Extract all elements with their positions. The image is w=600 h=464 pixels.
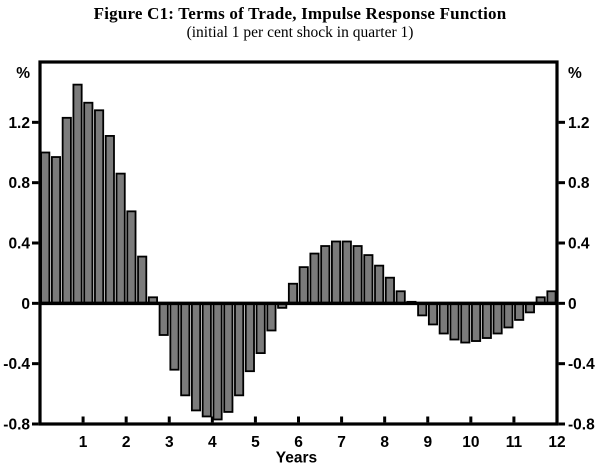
x-tick-label: 10 (462, 434, 479, 451)
bar-quarter-8 (115, 172, 126, 305)
bar-quarter-31 (363, 254, 374, 305)
bar-quarter-13 (169, 302, 180, 371)
bar-quarter-20 (244, 302, 255, 373)
x-tick-label: 1 (79, 434, 88, 451)
percent-label-right: % (568, 65, 582, 82)
bar-quarter-24 (287, 282, 298, 305)
bar-quarter-37 (427, 302, 439, 326)
percent-label-left: % (16, 65, 30, 82)
bar-quarter-19 (234, 302, 245, 397)
bar-quarter-22 (266, 302, 277, 332)
x-tick-label: 7 (337, 434, 346, 451)
bar-quarter-1 (40, 151, 51, 305)
bar-quarter-5 (83, 101, 94, 305)
figure-subtitle: (initial 1 per cent shock in quarter 1) (186, 24, 414, 41)
bar-quarter-26 (309, 252, 320, 305)
bar-quarter-43 (492, 302, 503, 335)
y-tick-label-right: 0 (568, 296, 577, 313)
x-tick-label: 11 (506, 434, 523, 451)
bar-quarter-42 (481, 302, 492, 339)
plot-frame (38, 60, 559, 426)
x-tick-label: 9 (423, 434, 432, 451)
bar-quarter-18 (223, 302, 234, 413)
bar-quarter-15 (190, 302, 202, 412)
bar-quarter-33 (384, 276, 395, 305)
y-tick-label-right: 1.2 (568, 115, 590, 132)
x-tick-label: 6 (294, 434, 303, 451)
bar-quarter-36 (417, 302, 428, 317)
y-tick-label-right: -0.8 (568, 417, 595, 434)
bar-quarter-40 (460, 302, 471, 344)
y-tick-label-left: -0.4 (3, 356, 30, 373)
bar-quarter-28 (331, 240, 342, 305)
bar-quarter-30 (352, 245, 363, 305)
bar-quarter-21 (255, 302, 266, 354)
bar-quarter-4 (72, 83, 83, 305)
x-tick-label: 3 (165, 434, 174, 451)
y-axis-right: 1.2 0.8 0.4 0 -0.4 -0.8 (558, 115, 595, 434)
y-tick-label-left: -0.8 (3, 417, 30, 434)
x-axis-title: Years (276, 450, 317, 464)
x-tick-label: 2 (122, 434, 131, 451)
y-axis-left: 1.2 0.8 0.4 0 -0.4 -0.8 (3, 115, 39, 434)
y-tick-label-left: 0.4 (8, 236, 30, 253)
bar-quarter-25 (298, 266, 309, 305)
x-tick-label: 12 (548, 434, 565, 451)
x-tick-label: 4 (208, 434, 217, 451)
y-tick-label-right: 0.8 (568, 175, 590, 192)
bar-quarter-6 (94, 109, 105, 305)
bar-quarter-10 (137, 255, 148, 305)
bar-quarter-41 (471, 302, 482, 342)
x-tick-label: 8 (380, 434, 389, 451)
bar-quarter-44 (503, 302, 514, 329)
bar-quarter-2 (50, 156, 62, 305)
x-axis: 1 2 3 4 5 6 7 8 9 10 11 12 (79, 416, 566, 451)
x-tick-label: 5 (251, 434, 260, 451)
bar-quarter-38 (438, 302, 449, 335)
y-tick-label-right: -0.4 (568, 356, 595, 373)
bar-quarter-17 (212, 302, 223, 421)
bar-quarter-16 (201, 302, 212, 418)
bar-quarter-29 (341, 240, 352, 305)
y-tick-label-left: 0.8 (8, 175, 30, 192)
y-tick-label-left: 1.2 (8, 115, 30, 132)
bar-quarter-14 (180, 302, 191, 397)
bar-quarter-48 (546, 290, 557, 305)
bar-quarter-39 (449, 302, 460, 341)
figure-title: Figure C1: Terms of Trade, Impulse Respo… (93, 4, 507, 23)
quarterly-bars (40, 83, 557, 421)
y-tick-label-left: 0 (21, 296, 30, 313)
bar-quarter-7 (104, 135, 115, 305)
bar-quarter-32 (374, 264, 385, 305)
bar-quarter-12 (158, 302, 169, 336)
bar-quarter-9 (126, 210, 137, 305)
bar-quarter-3 (61, 116, 72, 305)
bar-quarter-34 (395, 290, 406, 305)
y-tick-label-right: 0.4 (568, 236, 590, 253)
bar-quarter-27 (320, 245, 331, 305)
bar-quarter-45 (514, 302, 525, 321)
